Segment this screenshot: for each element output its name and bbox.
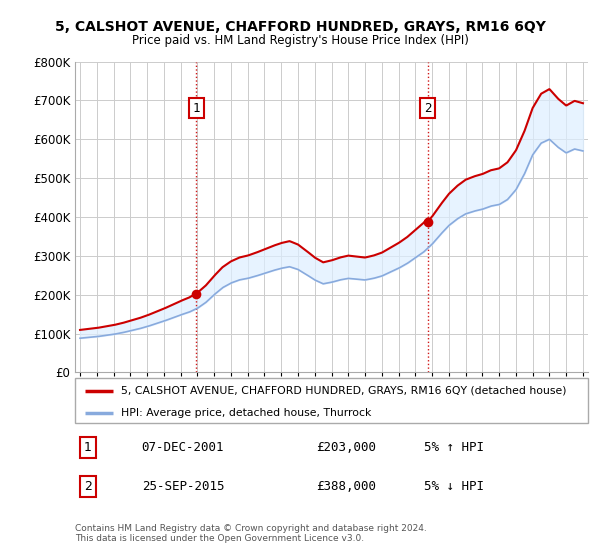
Text: 1: 1 [84,441,92,454]
Text: 2: 2 [424,102,431,115]
Text: 5% ↓ HPI: 5% ↓ HPI [424,480,484,493]
Text: 5% ↑ HPI: 5% ↑ HPI [424,441,484,454]
Text: Contains HM Land Registry data © Crown copyright and database right 2024.
This d: Contains HM Land Registry data © Crown c… [75,524,427,543]
Text: HPI: Average price, detached house, Thurrock: HPI: Average price, detached house, Thur… [121,408,371,418]
Text: 5, CALSHOT AVENUE, CHAFFORD HUNDRED, GRAYS, RM16 6QY: 5, CALSHOT AVENUE, CHAFFORD HUNDRED, GRA… [55,20,545,34]
Text: 25-SEP-2015: 25-SEP-2015 [142,480,224,493]
Text: 07-DEC-2001: 07-DEC-2001 [142,441,224,454]
FancyBboxPatch shape [75,378,588,423]
Text: 2: 2 [84,480,92,493]
Text: 5, CALSHOT AVENUE, CHAFFORD HUNDRED, GRAYS, RM16 6QY (detached house): 5, CALSHOT AVENUE, CHAFFORD HUNDRED, GRA… [121,385,566,395]
Text: 1: 1 [192,102,200,115]
Text: £203,000: £203,000 [316,441,376,454]
Text: Price paid vs. HM Land Registry's House Price Index (HPI): Price paid vs. HM Land Registry's House … [131,34,469,46]
Text: £388,000: £388,000 [316,480,376,493]
